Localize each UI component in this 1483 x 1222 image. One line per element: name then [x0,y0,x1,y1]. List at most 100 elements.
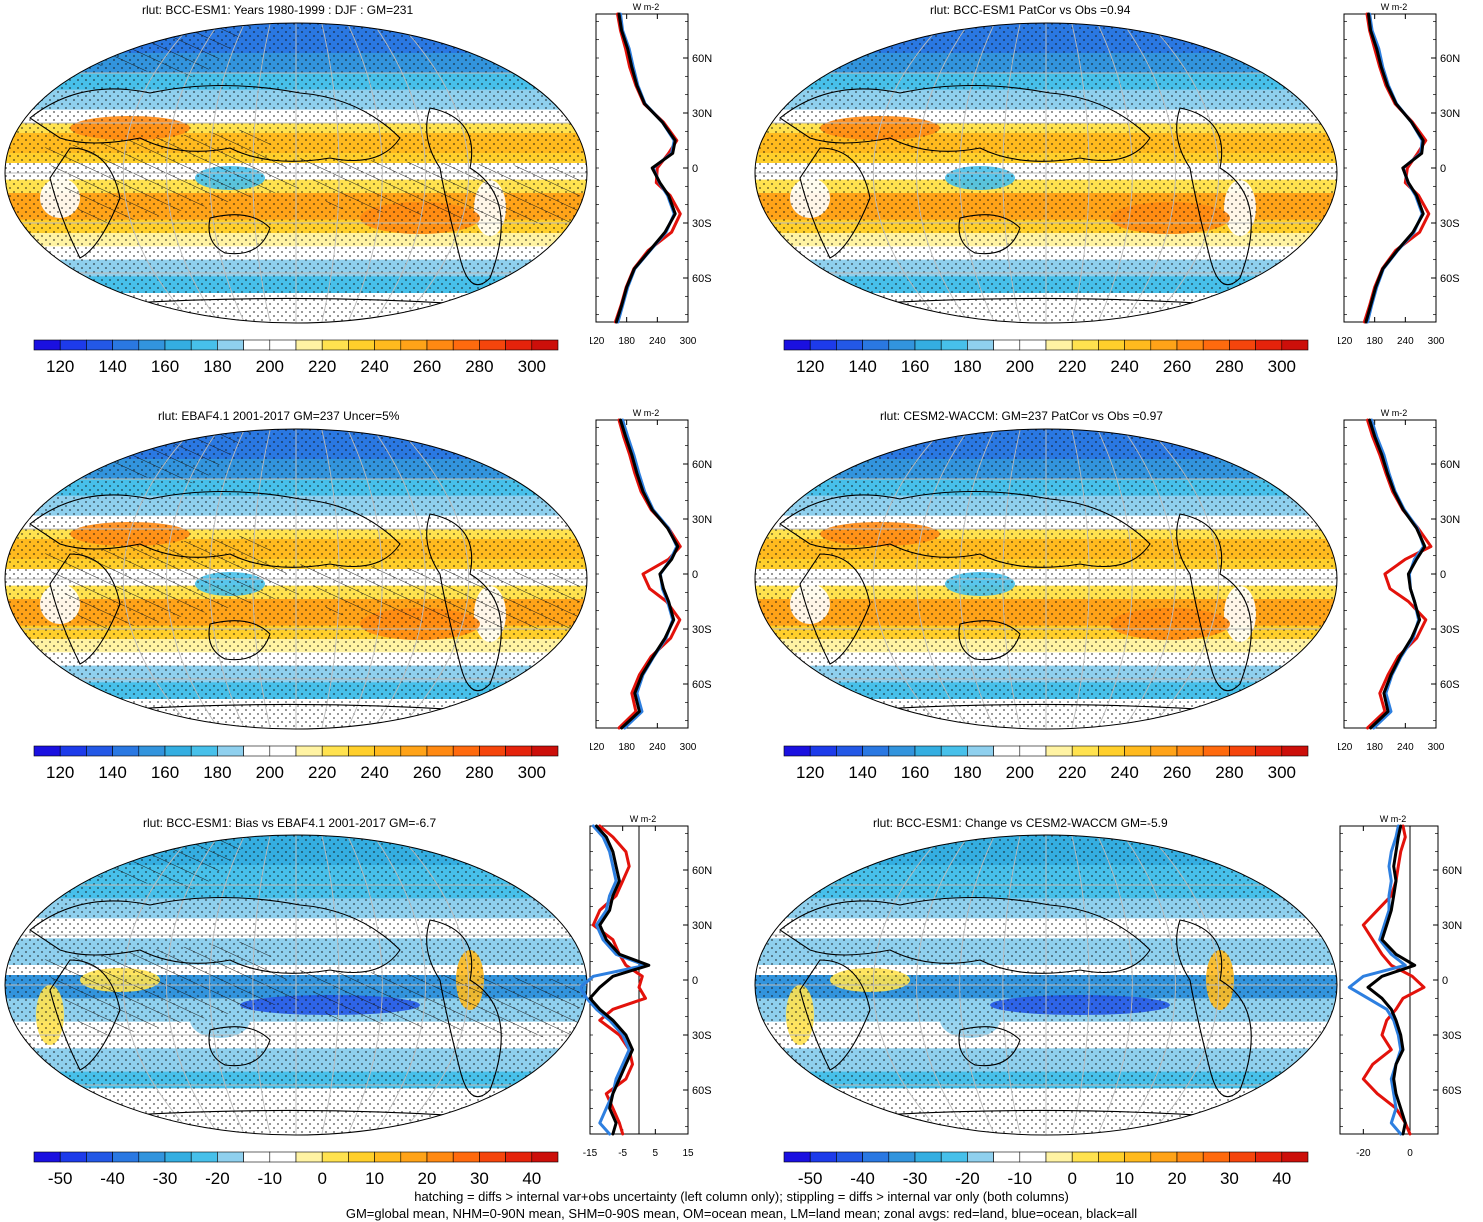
colorbar-swatch [217,339,244,351]
colorbar-swatch [243,745,271,757]
colorbar-swatch [809,339,837,351]
colorbar-swatch [505,745,533,757]
panel-title: rlut: CESM2-WACCM: GM=237 PatCor vs Obs … [880,409,1163,423]
colorbar: -50-40-30-20-1001020304050 [783,1151,1309,1188]
colorbar: 120140160180200220240260280300320 [783,339,1309,376]
map-border [754,22,1338,324]
coastline [426,919,502,1098]
zonal-mean-plot: W m-2 60N 30N 0 30S 60S 120 180 240 300 [1338,2,1460,347]
zonal-x-tick-label: 120 [590,336,605,347]
colorbar-tick-label: 200 [256,763,284,782]
colorbar-tick-label: 280 [1215,357,1243,376]
colorbar-swatch [967,1151,994,1163]
colorbar-swatch [400,1151,428,1163]
colorbar-tick-label: -20 [205,1169,230,1188]
colorbar-swatch [1202,1151,1230,1163]
zonal-lat-tick-label: 60N [692,865,712,877]
panel-title: rlut: BCC-ESM1: Change vs CESM2-WACCM GM… [873,816,1168,830]
colorbar-swatch [531,745,559,757]
colorbar-tick-label: 0 [317,1169,326,1188]
colorbar-tick-label: 40 [1272,1169,1291,1188]
colorbar-swatch [1176,745,1204,757]
colorbar-tick-label: -30 [153,1169,178,1188]
colorbar-swatch [243,1151,271,1163]
zonal-frame [595,13,689,323]
hatching-region [300,564,580,634]
zonal-lat-tick-label: 30N [692,920,712,932]
colorbar-tick-label: 40 [522,1169,541,1188]
coastline [29,490,401,568]
colorbar-swatch [452,745,480,757]
colorbar-swatch [1045,745,1073,757]
colorbar-tick-label: 200 [1006,357,1034,376]
colorbar-swatch [836,339,863,351]
colorbar-swatch [400,745,428,757]
colorbar-tick-label: 220 [308,763,336,782]
colorbar-swatch [190,1151,218,1163]
colorbar-swatch [1071,339,1099,351]
map-border [4,834,588,1136]
colorbar-tick-label: -40 [850,1169,875,1188]
map-border [4,428,588,730]
colorbar-swatch [1202,339,1230,351]
zonal-lat-tick-label: 0 [1440,569,1446,581]
zonal-lat-tick-label: 30N [1442,920,1462,932]
coastline [1176,513,1252,692]
zonal-lat-tick-label: 30N [692,514,712,526]
zonal-all-line [614,12,677,324]
zonal-x-tick-label: 300 [1428,336,1445,347]
zonal-lat-tick-label: 60N [692,459,712,471]
zonal-x-tick-label: 15 [682,1148,694,1159]
colorbar-tick-label: 300 [518,357,546,376]
colorbar-swatch [914,339,942,351]
colorbar-swatch [86,339,113,351]
colorbar-swatch [836,1151,863,1163]
coastline [779,84,1151,162]
coastline [208,620,271,661]
colorbar-swatch [190,745,218,757]
colorbar-swatch [190,339,218,351]
map-panel [754,834,1338,1136]
panel-title: rlut: EBAF4.1 2001-2017 GM=237 Uncer=5% [158,409,400,423]
colorbar-swatch [269,1151,297,1163]
colorbar-tick-label: -40 [100,1169,125,1188]
zonal-lat-tick-label: 0 [692,569,698,581]
colorbar-swatch [505,339,533,351]
zonal-x-tick-label: 180 [1366,742,1383,753]
hatching-region [40,534,300,634]
zonal-lat-tick-label: 30S [692,218,712,230]
zonal-mean-plot: W m-2 60N 30N 0 30S 60S 120 180 240 300 [590,2,712,347]
colorbar-tick-label: 140 [848,763,876,782]
zonal-mean-plot: W m-2 60N 30N 0 30S 60S 120 180 240 300 [590,408,712,753]
zonal-x-tick-label: 240 [1397,742,1414,753]
colorbar-tick-label: 120 [796,357,824,376]
coastline [779,490,1151,568]
zonal-land-line [617,418,682,730]
coastline [799,147,871,259]
colorbar-swatch [348,745,375,757]
colorbar-swatch [1255,745,1283,757]
colorbar-swatch [164,1151,192,1163]
zonal-all-line [1368,418,1427,730]
zonal-x-tick-label: 300 [1428,742,1445,753]
colorbar-tick-label: 160 [901,763,929,782]
colorbar-swatch [1229,745,1256,757]
colorbar-tick-label: 120 [46,763,74,782]
zonal-x-tick-label: 0 [1407,1148,1413,1159]
colorbar-swatch [888,745,916,757]
colorbar-tick-label: 300 [518,763,546,782]
colorbar-tick-label: -10 [1008,1169,1033,1188]
colorbar-swatch [783,339,811,351]
zonal-lat-tick-label: 0 [1440,163,1446,175]
colorbar-swatch [1045,339,1073,351]
colorbar-swatch [531,339,559,351]
colorbar-swatch [59,1151,87,1163]
colorbar-swatch [269,745,297,757]
figure-caption: hatching = diffs > internal var+obs unce… [0,1188,1483,1222]
coastline [958,214,1021,255]
colorbar-swatch [940,1151,968,1163]
zonal-land-line [591,824,647,1136]
colorbar-tick-label: 240 [1110,763,1138,782]
zonal-units-label: W m-2 [630,814,657,824]
colorbar-swatch [783,745,811,757]
